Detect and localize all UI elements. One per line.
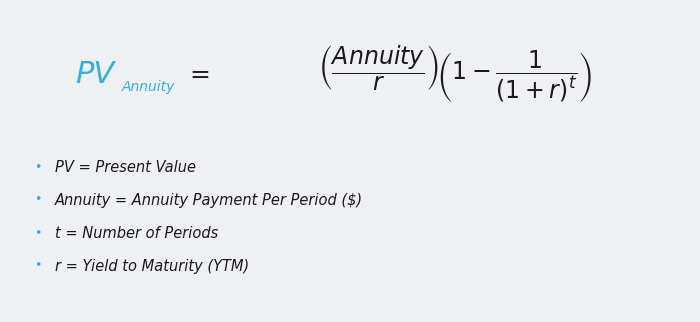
Text: Annuity: Annuity: [121, 80, 175, 94]
Text: PV = Present Value: PV = Present Value: [55, 159, 196, 175]
Text: t = Number of Periods: t = Number of Periods: [55, 225, 218, 241]
Text: $\left(\dfrac{\mathit{Annuity}}{r}\right)\!\left(\mathit{1} - \dfrac{\mathit{1}}: $\left(\dfrac{\mathit{Annuity}}{r}\right…: [318, 43, 592, 105]
Text: Annuity = Annuity Payment Per Period ($): Annuity = Annuity Payment Per Period ($): [55, 193, 363, 207]
Text: •: •: [34, 194, 42, 206]
Text: •: •: [34, 260, 42, 272]
Text: PV: PV: [76, 60, 115, 89]
Text: =: =: [190, 63, 211, 87]
Text: •: •: [34, 226, 42, 240]
Text: r = Yield to Maturity (YTM): r = Yield to Maturity (YTM): [55, 259, 249, 273]
Text: •: •: [34, 160, 42, 174]
